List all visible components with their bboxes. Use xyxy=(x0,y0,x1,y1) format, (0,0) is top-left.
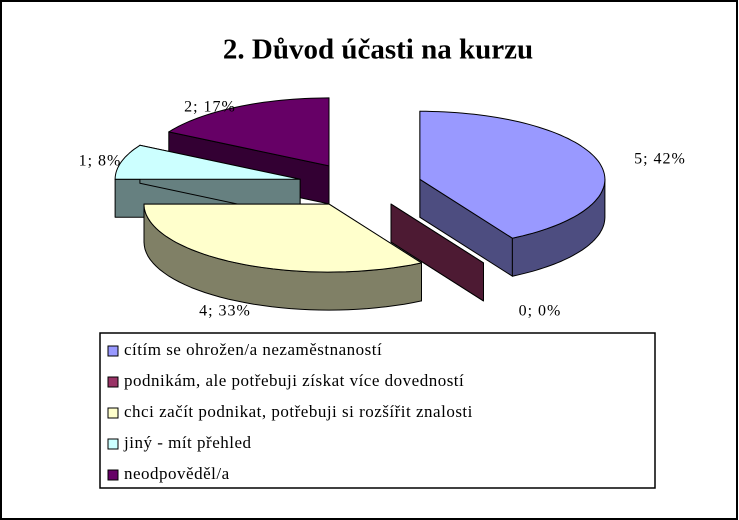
legend-label: podnikám, ale potřebuji získat více dove… xyxy=(124,371,464,390)
slice-top xyxy=(168,97,330,167)
slice-top xyxy=(419,110,606,239)
legend-label: neodpověděl/a xyxy=(124,464,230,483)
data-label: 1; 8% xyxy=(79,153,122,170)
chart-title: 2. Důvod účasti na kurzu xyxy=(223,34,533,66)
legend-swatch xyxy=(107,469,119,481)
legend-swatch xyxy=(107,345,119,357)
legend-swatch xyxy=(107,376,119,388)
data-label: 4; 33% xyxy=(199,303,251,320)
legend-swatch xyxy=(107,407,119,419)
data-label: 2; 17% xyxy=(184,99,236,116)
slice-top xyxy=(143,203,422,273)
data-label: 0; 0% xyxy=(519,303,562,320)
slice-top xyxy=(114,144,301,180)
legend-label: cítím se ohrožen/a nezaměstnaností xyxy=(124,340,382,359)
legend-box xyxy=(99,332,656,489)
legend-swatch xyxy=(107,438,119,450)
slice-wall xyxy=(390,203,484,302)
legend-label: chci začít podnikat, potřebuji si rozšíř… xyxy=(124,402,473,421)
data-label: 5; 42% xyxy=(634,151,686,168)
legend-label: jiný - mít přehled xyxy=(123,433,252,452)
